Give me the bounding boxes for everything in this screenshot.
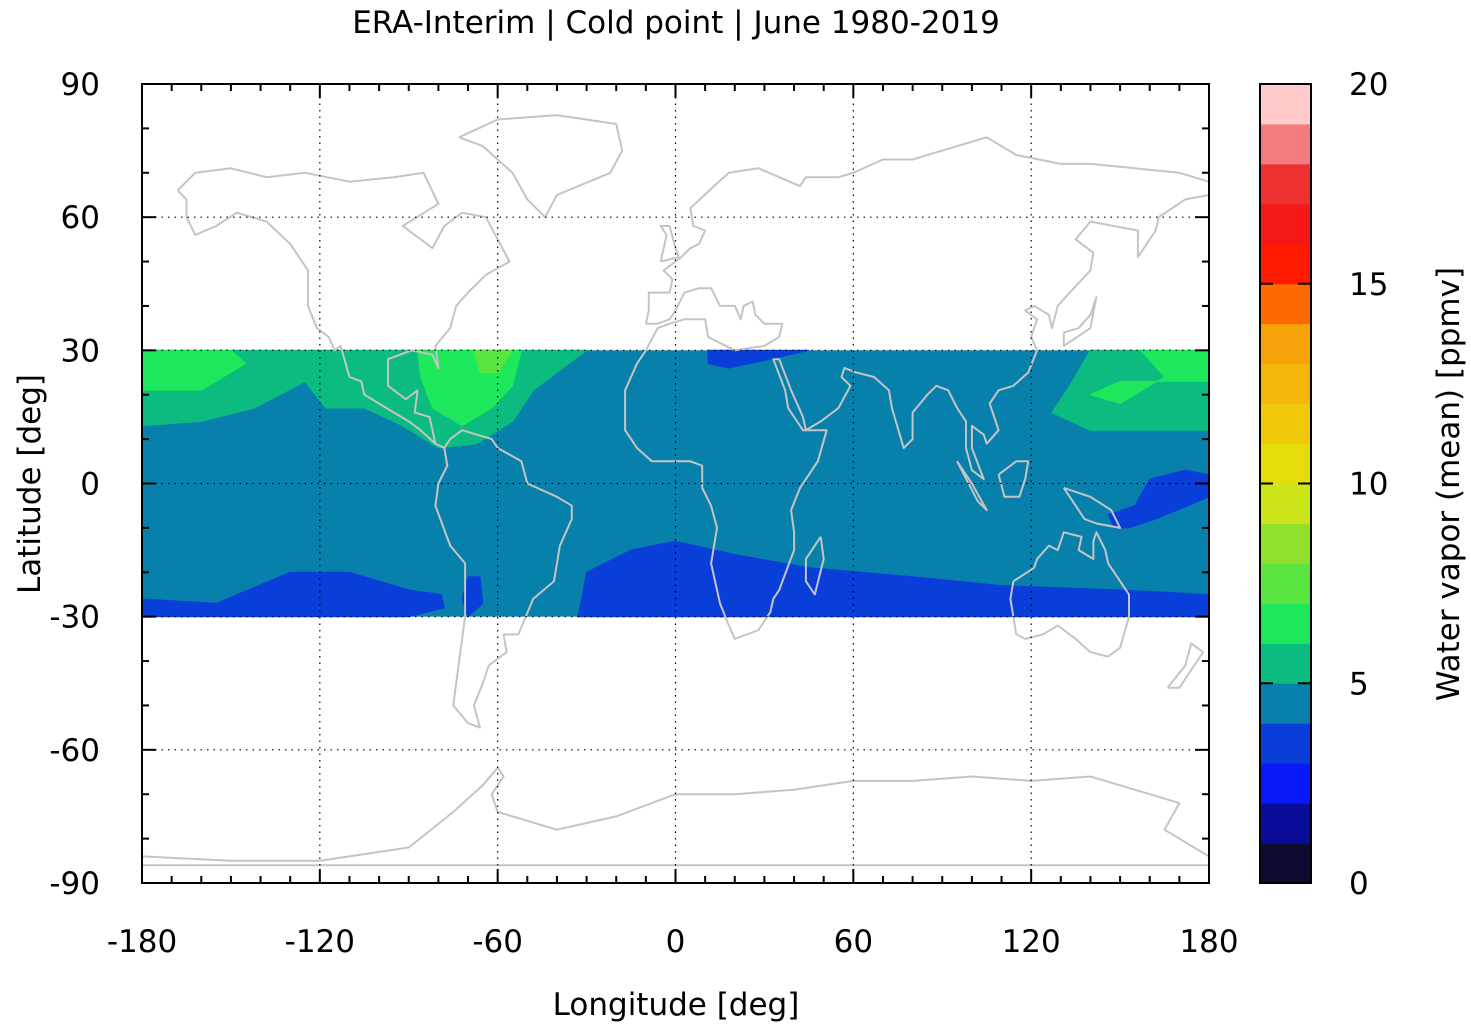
coastline: [176, 167, 573, 729]
x-tick-label: -60: [472, 924, 523, 960]
colorbar-swatch: [1260, 843, 1311, 884]
y-axis: 90 60 30 0 -30 -60 -90: [49, 67, 1209, 902]
colorbar-swatch: [1260, 523, 1311, 564]
colorbar-tick-label: 20: [1349, 67, 1388, 103]
coastline: [142, 766, 1209, 867]
x-tick-label: 60: [834, 924, 873, 960]
y-tick-label: -30: [49, 600, 100, 636]
colorbar-swatch: [1260, 443, 1311, 484]
colorbar-swatch: [1260, 763, 1311, 804]
colorbar-swatch: [1260, 283, 1311, 325]
coastline-layer: [142, 114, 1209, 867]
colorbar-swatch: [1260, 163, 1311, 205]
x-tick-label: 0: [666, 924, 686, 960]
colorbar-axis: 0 5 10 15 20: [1260, 67, 1388, 902]
coastline: [1166, 642, 1205, 689]
y-tick-label: -90: [49, 866, 100, 902]
x-axis: -180 -120 -60 0 60 120 180: [107, 84, 1239, 960]
x-tick-label: 180: [1179, 924, 1238, 960]
colorbar: [1259, 83, 1312, 884]
y-tick-label: 90: [61, 67, 100, 103]
y-tick-label: 30: [61, 333, 100, 369]
plot-area: [141, 83, 1210, 884]
y-tick-label: 0: [80, 467, 100, 503]
colorbar-tick-label: 5: [1349, 666, 1369, 702]
colorbar-swatch: [1260, 803, 1311, 844]
coastline: [659, 225, 680, 263]
colorbar-tick-label: 15: [1349, 267, 1388, 303]
x-tick-label: -180: [107, 924, 177, 960]
x-axis-label: Longitude [deg]: [553, 987, 800, 1023]
y-tick-label: 60: [61, 200, 100, 236]
colorbar-tick-label: 0: [1349, 866, 1369, 902]
y-tick-label: -60: [49, 733, 100, 769]
colorbar-swatch: [1260, 323, 1311, 365]
colorbar-swatch: [1260, 84, 1311, 125]
colorbar-swatch: [1260, 563, 1311, 604]
colorbar-swatch: [1260, 643, 1311, 684]
x-tick-label: -120: [285, 924, 355, 960]
colorbar-swatch: [1260, 603, 1311, 644]
field-region: [1107, 469, 1209, 529]
field-region: [461, 576, 484, 618]
colorbar-swatch: [1260, 363, 1311, 405]
coastline: [458, 114, 624, 219]
colorbar-swatch: [1260, 243, 1311, 285]
colorbar-swatch: [1260, 123, 1311, 165]
colorbar-swatch: [1260, 403, 1311, 445]
colorbar-tick-label: 10: [1349, 467, 1388, 503]
field-region: [142, 349, 247, 391]
grid-layer: [142, 84, 1209, 883]
field-region: [577, 540, 1209, 618]
field-region: [142, 571, 445, 618]
colorbar-swatch: [1260, 203, 1311, 245]
coastline: [1062, 296, 1098, 347]
y-axis-label: Latitude [deg]: [12, 374, 48, 594]
colorbar-label: Water vapor (mean) [ppmv]: [1431, 267, 1467, 701]
coastline: [956, 460, 988, 512]
coastline: [624, 136, 1209, 640]
chart-title: ERA-Interim | Cold point | June 1980-201…: [352, 5, 1000, 41]
coastline: [1009, 531, 1130, 658]
x-tick-label: 120: [1002, 924, 1061, 960]
coastline: [1062, 486, 1122, 529]
colorbar-swatch: [1260, 483, 1311, 524]
field-region: [1088, 349, 1209, 405]
coastline: [804, 536, 825, 596]
coastline: [997, 460, 1030, 498]
colorbar-swatch: [1260, 683, 1311, 724]
colorbar-swatch: [1260, 723, 1311, 764]
